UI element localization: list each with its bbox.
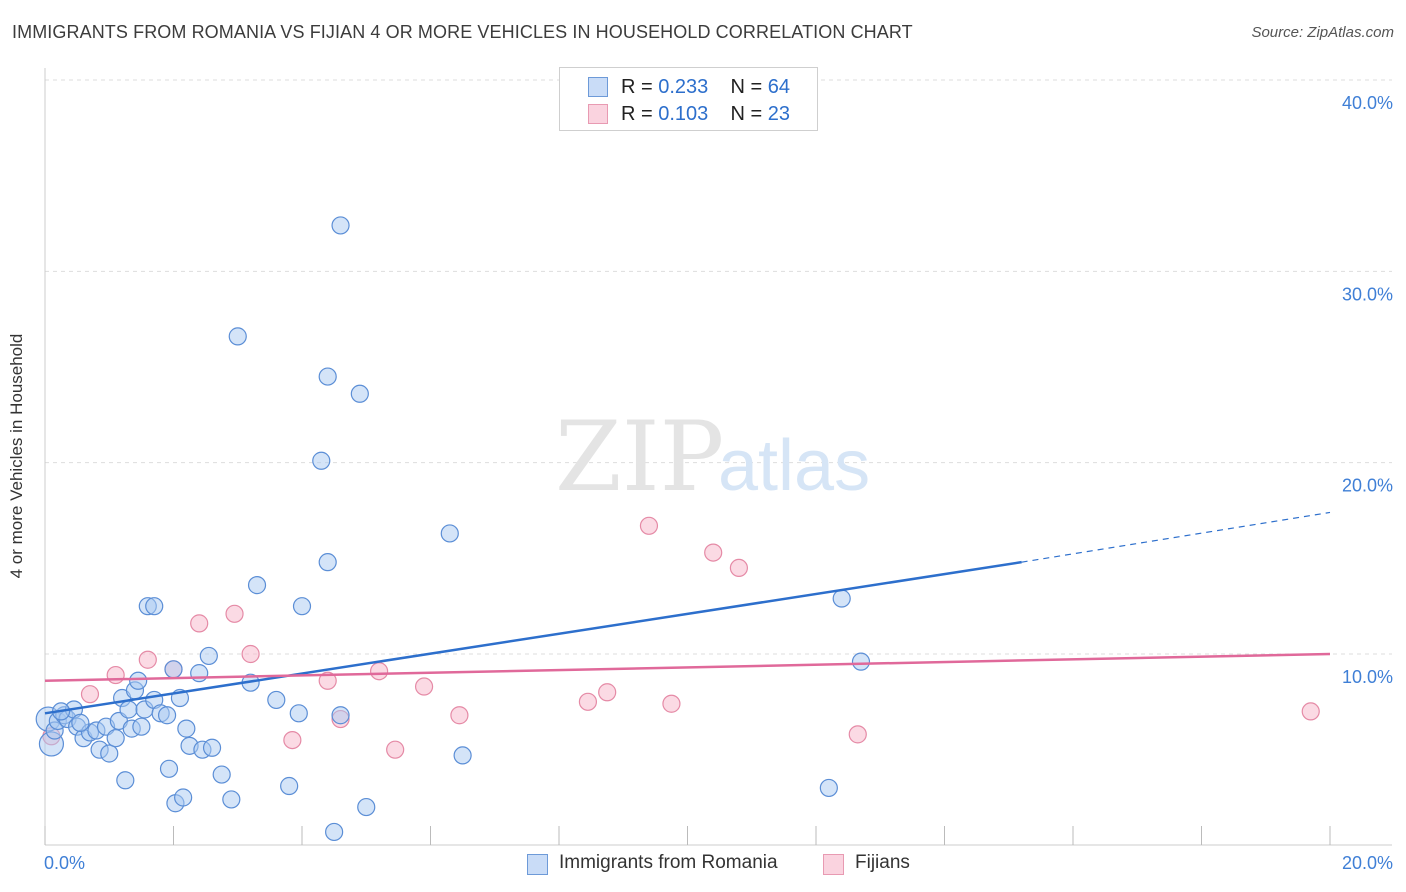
point-romania [177, 719, 196, 738]
point-romania [280, 776, 299, 796]
point-romania [357, 797, 376, 817]
legend-n-label: N = [730, 76, 763, 98]
point-fijians [241, 644, 260, 664]
point-romania [100, 744, 119, 763]
trend-line-fijians [44, 652, 1331, 683]
watermark-atlas: atlas [718, 426, 870, 506]
trend-lines [44, 511, 1331, 715]
point-romania [190, 664, 209, 683]
point-fijians [729, 558, 749, 578]
watermark-zip: ZIP [555, 401, 724, 513]
point-romania [350, 384, 369, 403]
point-romania [247, 576, 267, 595]
point-fijians [578, 692, 598, 711]
point-fijians [138, 650, 157, 669]
point-romania [157, 706, 177, 725]
bottom-legend-swatch-fijians [823, 854, 844, 875]
point-fijians [848, 725, 867, 744]
point-romania [318, 553, 337, 572]
point-fijians [598, 683, 617, 702]
x-tick-label-min: 0.0% [44, 853, 85, 873]
legend-n-value: 23 [767, 103, 791, 125]
point-romania [159, 759, 179, 778]
point-romania [71, 713, 90, 732]
point-romania [129, 671, 148, 690]
point-romania [331, 216, 350, 235]
point-romania [325, 822, 344, 842]
point-romania [819, 778, 838, 798]
point-romania [174, 788, 193, 807]
point-romania [132, 717, 151, 736]
point-romania [312, 451, 331, 470]
point-romania [851, 652, 871, 671]
axes [44, 68, 1392, 846]
legend-r-value: 0.103 [658, 103, 709, 125]
grid-lines [45, 79, 1392, 655]
point-fijians [639, 516, 659, 535]
point-romania [212, 765, 231, 784]
bottom-legend-label-romania: Immigrants from Romania [559, 852, 778, 873]
point-romania [228, 327, 247, 346]
legend-r-label: R = [621, 103, 653, 125]
point-romania [289, 704, 308, 723]
point-romania [832, 589, 851, 608]
watermark: ZIP atlas [555, 401, 870, 513]
y-tick-label: 40.0% [1342, 93, 1393, 113]
chart-title: IMMIGRANTS FROM ROMANIA VS FIJIAN 4 OR M… [12, 22, 913, 42]
trend-line-romania-extension [1021, 511, 1331, 563]
source-label: Source: ZipAtlas.com [1251, 24, 1394, 41]
point-fijians [190, 614, 209, 633]
legend-swatch-romania [588, 77, 608, 97]
point-romania [164, 660, 183, 679]
point-romania [199, 646, 218, 666]
point-romania [331, 706, 350, 725]
point-romania [453, 746, 472, 765]
point-romania [267, 690, 286, 710]
point-romania [318, 367, 337, 386]
legend-n-label: N = [730, 103, 763, 125]
tick-labels: 10.0% 20.0% 30.0% 40.0% 0.0% 20.0% [44, 93, 1393, 873]
point-romania [145, 597, 164, 616]
y-tick-label: 20.0% [1342, 476, 1393, 496]
legend-r-value: 0.233 [658, 76, 709, 98]
point-fijians [318, 671, 337, 690]
point-fijians [704, 543, 723, 562]
point-fijians [80, 685, 100, 704]
x-tick-label-max: 20.0% [1342, 853, 1393, 873]
bottom-legend-label-fijians: Fijians [855, 852, 910, 873]
point-romania [202, 738, 222, 757]
point-fijians [370, 662, 389, 681]
data-points [35, 216, 1320, 842]
point-fijians [1301, 702, 1320, 721]
legend-n-value: 64 [767, 76, 791, 98]
point-fijians [414, 677, 434, 696]
point-fijians [283, 730, 302, 750]
y-tick-label: 30.0% [1342, 284, 1393, 304]
point-romania [119, 700, 138, 719]
point-romania [222, 790, 241, 809]
point-fijians [225, 604, 244, 623]
legend-r-label: R = [621, 76, 653, 98]
point-fijians [386, 740, 405, 759]
bottom-legend-swatch-romania [527, 854, 548, 875]
point-fijians [450, 706, 469, 725]
point-romania [106, 729, 125, 748]
y-axis-label: 4 or more Vehicles in Household [7, 333, 26, 579]
point-romania [116, 771, 135, 790]
point-fijians [106, 665, 125, 685]
point-romania [292, 597, 312, 616]
point-fijians [662, 694, 681, 713]
y-tick-label: 10.0% [1342, 667, 1393, 687]
legend-swatch-fijians [588, 104, 608, 124]
trend-line-romania [44, 560, 1022, 715]
point-romania [440, 524, 459, 543]
correlation-legend: R = 0.233 N = 64 R = 0.103 N = 23 [559, 67, 818, 131]
